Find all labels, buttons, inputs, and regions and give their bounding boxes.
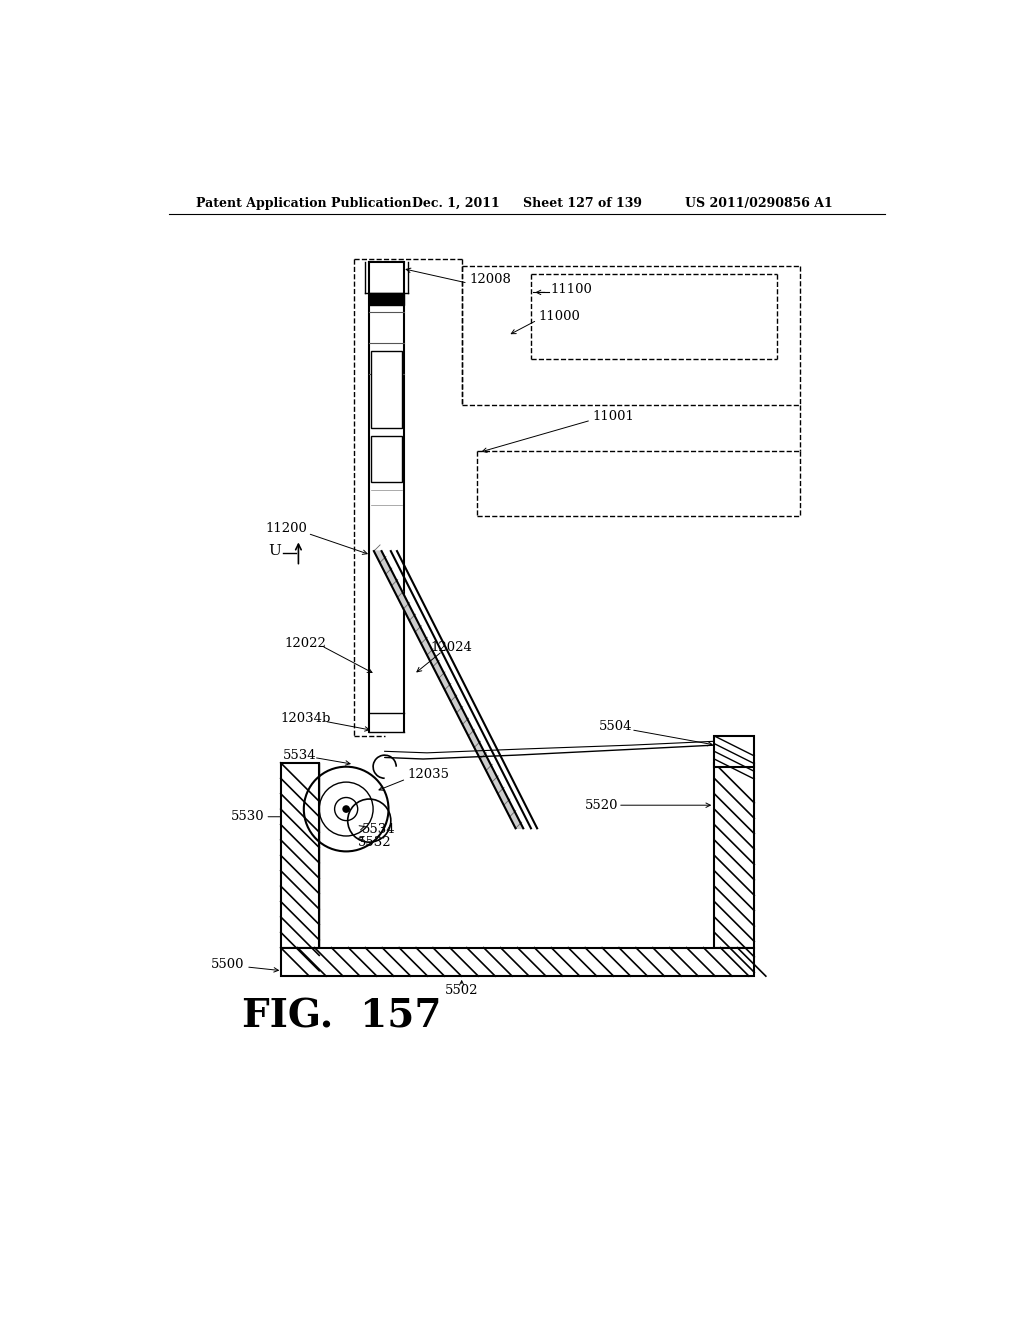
- Text: 5500: 5500: [211, 958, 245, 972]
- Bar: [371, 351, 402, 428]
- Text: 5530: 5530: [230, 810, 264, 824]
- Text: 5502: 5502: [444, 983, 478, 997]
- Text: 5520: 5520: [585, 799, 618, 812]
- Text: 12035: 12035: [408, 768, 450, 781]
- Text: 5534: 5534: [283, 748, 316, 762]
- Text: 12008: 12008: [469, 273, 511, 286]
- Text: 11001: 11001: [593, 409, 635, 422]
- Text: 11000: 11000: [539, 310, 581, 323]
- Text: Dec. 1, 2011: Dec. 1, 2011: [412, 197, 500, 210]
- Text: US 2011/0290856 A1: US 2011/0290856 A1: [685, 197, 833, 210]
- Text: 5504: 5504: [599, 721, 632, 733]
- Bar: [281, 763, 319, 948]
- Text: 12024: 12024: [431, 640, 473, 653]
- Polygon shape: [374, 552, 523, 829]
- Text: 5534: 5534: [361, 824, 395, 837]
- Text: 11200: 11200: [265, 521, 307, 535]
- Bar: [714, 737, 755, 767]
- Text: FIG.  157: FIG. 157: [243, 998, 441, 1036]
- Circle shape: [342, 805, 350, 813]
- Bar: [714, 763, 755, 948]
- Text: 12034b: 12034b: [281, 713, 331, 726]
- Bar: [281, 948, 755, 977]
- Text: 12022: 12022: [285, 638, 327, 649]
- Bar: [371, 436, 402, 482]
- Text: Patent Application Publication: Patent Application Publication: [196, 197, 412, 210]
- Text: U: U: [268, 544, 281, 558]
- Text: 11100: 11100: [550, 282, 592, 296]
- Text: 5532: 5532: [357, 836, 391, 849]
- Text: Sheet 127 of 139: Sheet 127 of 139: [523, 197, 642, 210]
